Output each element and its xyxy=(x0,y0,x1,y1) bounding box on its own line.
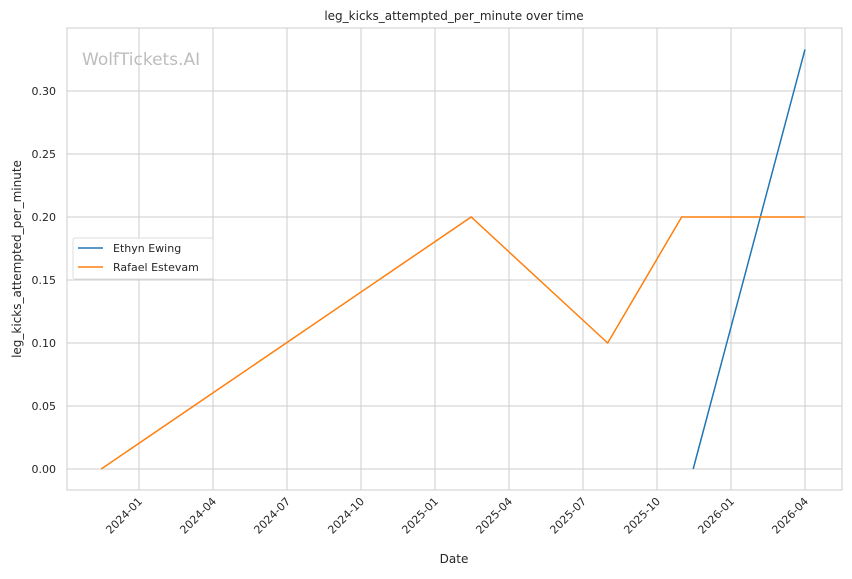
legend-label-ethyn-ewing: Ethyn Ewing xyxy=(113,242,181,255)
x-tick-labels: 2024-01 2024-04 2024-07 2024-10 2025-01 2025-… xyxy=(103,495,811,537)
y-tick-label: 0.30 xyxy=(32,85,57,98)
y-tick-label: 0.20 xyxy=(32,211,57,224)
legend-box xyxy=(72,237,214,280)
x-tick-label: 2024-04 xyxy=(177,495,219,537)
x-tick-label: 2024-10 xyxy=(325,495,367,537)
chart-title: leg_kicks_attempted_per_minute over time xyxy=(324,9,583,23)
y-axis-label: leg_kicks_attempted_per_minute xyxy=(10,160,24,358)
y-tick-label: 0.25 xyxy=(32,148,57,161)
legend: Ethyn Ewing Rafael Estevam xyxy=(72,237,214,280)
x-tick-label: 2024-07 xyxy=(251,495,293,537)
x-tick-label: 2026-01 xyxy=(695,495,737,537)
x-tick-label: 2024-01 xyxy=(103,495,145,537)
grid xyxy=(67,28,842,490)
series-line-rafael-estevam xyxy=(100,216,805,470)
x-tick-label: 2025-10 xyxy=(621,495,663,537)
plot-area-frame xyxy=(66,27,843,491)
x-tick-label: 2025-01 xyxy=(399,495,441,537)
series-lines xyxy=(100,49,806,470)
y-tick-labels: 0.00 0.05 0.10 0.15 0.20 0.25 0.30 xyxy=(32,85,57,476)
x-tick-label: 2025-07 xyxy=(547,495,589,537)
series-line-ethyn-ewing xyxy=(692,49,806,470)
watermark: WolfTickets.AI xyxy=(82,50,200,70)
x-axis-label: Date xyxy=(440,552,469,566)
legend-label-rafael-estevam: Rafael Estevam xyxy=(113,261,199,274)
y-tick-label: 0.00 xyxy=(32,463,57,476)
y-tick-label: 0.15 xyxy=(32,274,57,287)
x-tick-label: 2026-04 xyxy=(769,495,811,537)
y-tick-label: 0.05 xyxy=(32,400,57,413)
y-tick-label: 0.10 xyxy=(32,337,57,350)
x-tick-label: 2025-04 xyxy=(473,495,515,537)
